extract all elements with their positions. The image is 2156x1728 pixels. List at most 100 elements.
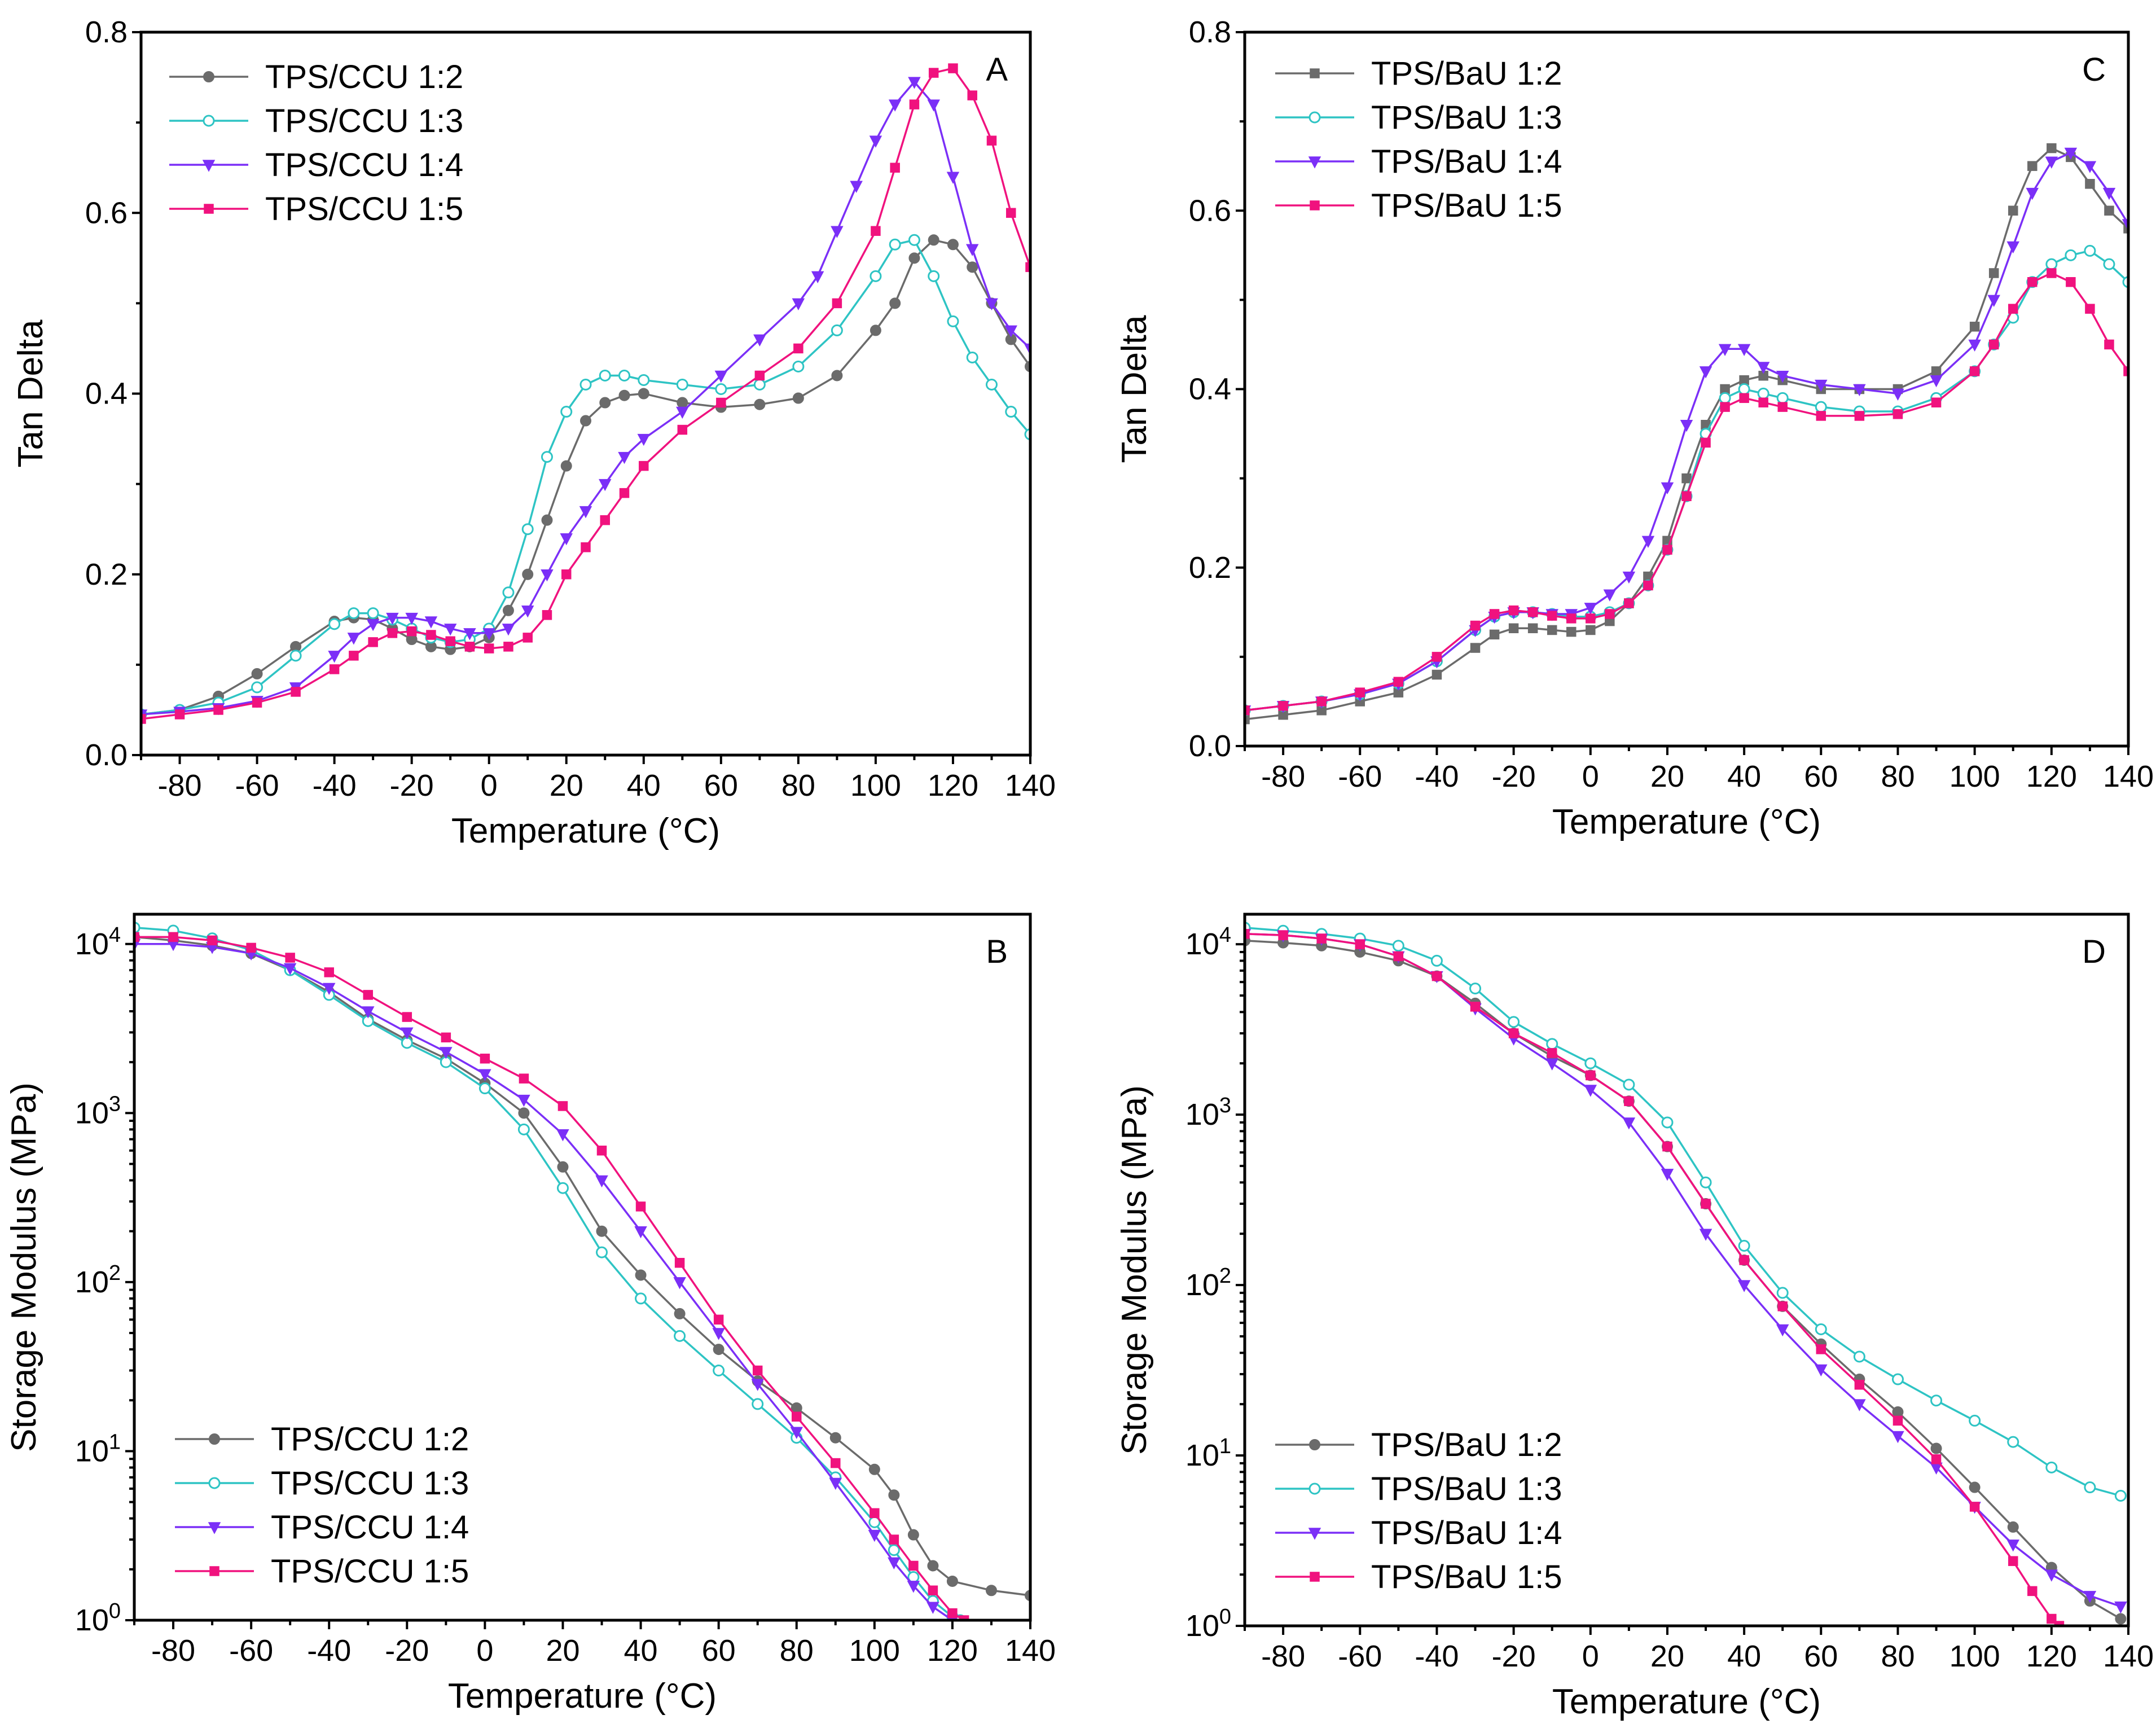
data-point-d-3 <box>1584 1085 1597 1097</box>
data-point-a-3 <box>366 619 380 631</box>
x-axis-label: Temperature (°C) <box>1552 802 1821 841</box>
data-point-a-4 <box>368 637 378 647</box>
data-point-a-4 <box>291 687 301 697</box>
data-point-d-4 <box>1662 1141 1672 1152</box>
data-point-c-3 <box>1622 571 1636 584</box>
x-tick-label: 120 <box>928 769 978 802</box>
data-point-c-3 <box>1641 536 1655 548</box>
legend-marker <box>1310 68 1320 78</box>
y-tick-label: 100 <box>75 1599 121 1637</box>
data-point-c-1 <box>2123 223 2128 234</box>
data-point-c-3 <box>1891 388 1904 401</box>
data-point-a-3 <box>811 271 824 283</box>
legend-marker <box>1310 1572 1320 1582</box>
plot-area <box>141 63 1030 724</box>
data-point-b-1 <box>713 1344 724 1356</box>
data-point-b-4 <box>441 1032 451 1043</box>
data-point-c-4 <box>1586 613 1596 624</box>
data-point-a-3 <box>424 616 438 629</box>
legend-label: TPS/CCU 1:3 <box>265 103 463 139</box>
data-point-c-4 <box>1720 402 1730 412</box>
data-point-b-4 <box>285 953 295 963</box>
data-point-d-2 <box>1392 940 1404 952</box>
data-point-a-4 <box>426 630 436 640</box>
data-point-d-4 <box>1547 1048 1557 1058</box>
data-point-b-1 <box>985 1585 997 1597</box>
data-point-d-4 <box>1739 1255 1749 1265</box>
data-point-a-4 <box>141 714 146 724</box>
data-point-d-2 <box>1700 1176 1712 1188</box>
data-point-d-2 <box>1738 1240 1750 1252</box>
data-point-b-3 <box>751 1379 764 1391</box>
data-point-c-4 <box>1605 609 1615 619</box>
data-point-a-2 <box>289 650 302 662</box>
legend-label: TPS/CCU 1:5 <box>271 1553 469 1590</box>
data-point-a-1 <box>754 398 766 410</box>
data-point-c-1 <box>1470 643 1481 653</box>
plot-area <box>134 922 1030 1620</box>
x-tick-label: -40 <box>1415 1639 1459 1673</box>
y-axis-label: Tan Delta <box>11 319 50 467</box>
y-tick-label: 0.2 <box>1189 551 1231 585</box>
data-point-a-3 <box>908 77 921 89</box>
data-point-d-3 <box>2006 1540 2019 1552</box>
data-point-a-3 <box>965 244 979 256</box>
y-tick-label: 0.2 <box>85 558 128 591</box>
legend-label: TPS/CCU 1:2 <box>265 59 463 95</box>
data-point-d-2 <box>2114 1489 2127 1502</box>
data-point-a-1 <box>967 261 978 273</box>
data-point-a-2 <box>618 369 631 381</box>
data-point-a-3 <box>328 651 341 663</box>
x-tick-label: -60 <box>229 1634 273 1668</box>
data-point-a-2 <box>889 238 901 251</box>
data-point-a-1 <box>831 370 843 381</box>
data-point-a-3 <box>850 181 863 193</box>
data-point-a-2 <box>638 374 650 386</box>
data-point-a-4 <box>716 397 726 408</box>
y-tick-label: 104 <box>1185 923 1231 961</box>
data-point-c-3 <box>2045 156 2058 169</box>
legend-label: TPS/BaU 1:4 <box>1371 1515 1562 1551</box>
data-point-a-3 <box>618 451 631 464</box>
x-tick-label: -80 <box>151 1634 195 1668</box>
data-point-b-3 <box>673 1277 686 1290</box>
data-point-c-1 <box>2008 205 2018 216</box>
x-tick-label: 140 <box>1005 769 1056 802</box>
data-point-a-1 <box>638 388 649 400</box>
data-point-c-1 <box>1566 626 1577 637</box>
data-point-c-4 <box>1643 580 1653 591</box>
data-point-b-4 <box>870 1508 880 1518</box>
data-point-d-3 <box>2083 1591 2097 1603</box>
data-point-a-1 <box>522 568 534 580</box>
y-tick-label: 100 <box>1185 1605 1231 1643</box>
data-point-a-3 <box>386 612 399 625</box>
data-point-c-2 <box>2084 244 2096 257</box>
data-point-c-3 <box>1737 344 1751 356</box>
data-point-d-4 <box>1931 1454 1942 1464</box>
data-point-a-4 <box>464 642 475 652</box>
data-point-d-2 <box>1430 954 1443 967</box>
data-point-b-4 <box>207 935 217 946</box>
data-point-d-3 <box>1661 1169 1674 1181</box>
panel-c: -80 -60 -40 -20 0 20 40 60 80 100 120 140 0.0 0.2 0.4 0… <box>1115 15 2154 841</box>
data-point-b-1 <box>927 1560 939 1572</box>
x-tick-label: 80 <box>781 769 815 802</box>
data-point-c-4 <box>1527 607 1538 617</box>
data-point-a-4 <box>329 664 340 674</box>
data-point-c-2 <box>1719 392 1731 404</box>
x-tick-label: 40 <box>1727 760 1761 793</box>
data-point-a-3 <box>599 479 612 492</box>
data-point-a-3 <box>927 99 940 112</box>
legend-label: TPS/BaU 1:4 <box>1371 143 1562 180</box>
x-tick-label: -40 <box>1415 760 1459 793</box>
x-tick-label: 100 <box>1949 1639 2000 1673</box>
data-point-c-4 <box>2027 277 2038 287</box>
data-point-b-2 <box>596 1246 608 1258</box>
data-point-a-1 <box>928 234 939 246</box>
x-tick-label: -60 <box>1338 760 1382 793</box>
legend-marker <box>208 1477 221 1489</box>
data-point-c-3 <box>2026 187 2039 200</box>
data-point-d-4 <box>1508 1028 1519 1038</box>
panel-b: -80 -60 -40 -20 0 20 40 60 80 100 120 140 100 101 102 1… <box>5 913 1056 1716</box>
